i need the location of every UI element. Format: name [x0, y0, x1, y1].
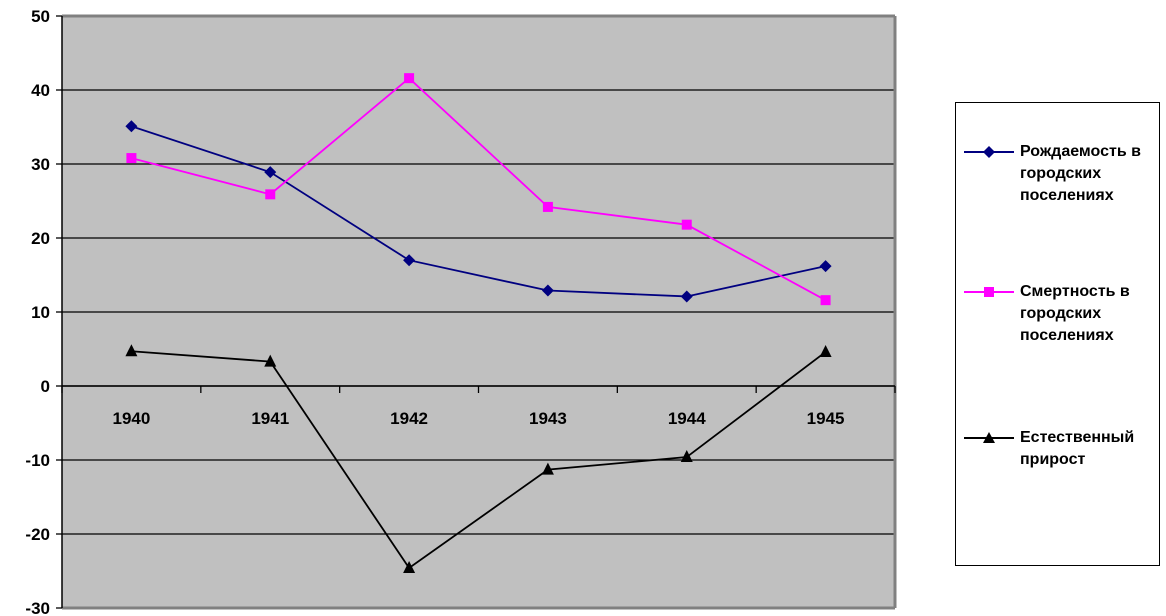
legend-label-births: Рождаемость в городских поселениях	[1020, 143, 1141, 204]
y-tick-label: -10	[25, 451, 50, 470]
diamond-marker	[264, 166, 277, 179]
y-tick-label: 20	[31, 229, 50, 248]
series-line-0	[131, 125, 826, 298]
y-tick-label: 40	[31, 81, 50, 100]
triangle-marker	[125, 344, 138, 357]
diamond-marker-icon	[964, 146, 1014, 158]
triangle-marker	[819, 344, 832, 357]
triangle-marker	[403, 561, 416, 574]
square-marker	[820, 295, 831, 306]
square-marker-icon	[964, 287, 1014, 297]
y-tick-label: 30	[31, 155, 50, 174]
legend-label-deaths: Смертность в городских поселениях	[1020, 283, 1130, 344]
triangle-marker	[680, 450, 693, 463]
square-marker	[542, 201, 553, 212]
square-marker	[681, 219, 692, 230]
square-marker	[404, 73, 415, 84]
triangle-marker	[541, 462, 554, 475]
y-tick-label: -20	[25, 525, 50, 544]
x-tick-label: 1942	[390, 409, 428, 428]
y-tick-label: 50	[31, 7, 50, 26]
square-marker	[265, 189, 276, 200]
legend: Рождаемость в городских поселениях Смерт…	[955, 102, 1160, 566]
x-tick-label: 1945	[807, 409, 845, 428]
y-tick-label: -30	[25, 599, 50, 616]
legend-label-growth: Естественный прирост	[1020, 429, 1135, 468]
y-tick-label: 10	[31, 303, 50, 322]
diamond-marker	[819, 260, 832, 273]
triangle-marker	[264, 354, 277, 367]
series-line-2	[131, 350, 827, 570]
y-tick-label: 0	[41, 377, 50, 396]
x-tick-label: 1943	[529, 409, 567, 428]
series-line-1	[131, 76, 827, 301]
triangle-marker-icon	[964, 432, 1014, 443]
x-tick-label: 1940	[113, 409, 151, 428]
square-marker	[126, 153, 137, 164]
diamond-marker	[680, 290, 693, 303]
diamond-marker	[403, 254, 416, 267]
x-tick-label: 1944	[668, 409, 706, 428]
diamond-marker	[541, 284, 554, 297]
x-tick-label: 1941	[251, 409, 289, 428]
diamond-marker	[125, 120, 138, 133]
